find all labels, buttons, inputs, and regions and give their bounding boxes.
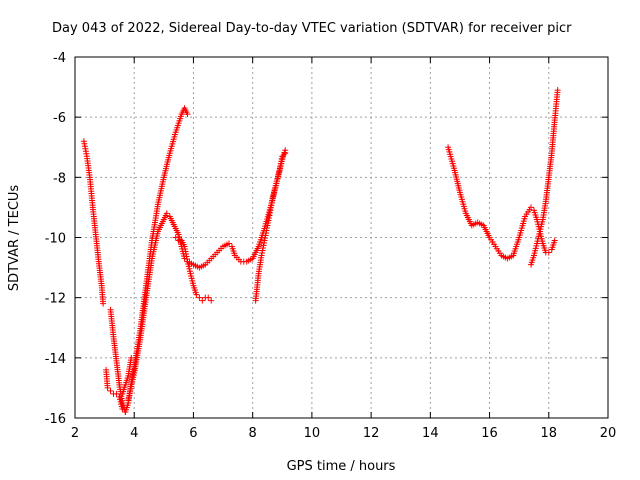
data-point (225, 240, 232, 247)
x-tick-label: 4 (130, 426, 138, 441)
chart-title: Day 043 of 2022, Sidereal Day-to-day VTE… (52, 21, 572, 36)
data-point (196, 294, 203, 301)
data-point (551, 237, 558, 244)
y-tick-label: -10 (45, 232, 66, 247)
data-point (279, 153, 286, 160)
data-point (528, 204, 535, 211)
data-point (208, 297, 215, 304)
x-tick-label: 20 (600, 426, 617, 441)
grid-lines (75, 57, 608, 418)
x-tick-label: 18 (541, 426, 558, 441)
x-tick-label: 10 (304, 426, 321, 441)
x-tick-label: 12 (363, 426, 380, 441)
x-tick-label: 16 (481, 426, 498, 441)
y-tick-label: -16 (45, 412, 66, 427)
x-tick-label: 2 (71, 426, 79, 441)
data-point (172, 234, 179, 241)
data-point (554, 87, 561, 94)
data-point (163, 210, 170, 217)
x-tick-label: 8 (249, 426, 257, 441)
data-point (205, 294, 212, 301)
x-axis-ticks: 2 4 6 8 10 12 14 16 18 20 (71, 57, 616, 441)
data-point (282, 150, 289, 157)
x-axis-title: GPS time / hours (287, 459, 396, 474)
y-tick-label: -14 (45, 352, 66, 367)
data-point (104, 384, 111, 391)
y-axis-title: SDTVAR / TECUs (7, 185, 22, 292)
data-point (107, 387, 114, 394)
y-tick-label: -6 (53, 111, 66, 126)
data-point (199, 297, 206, 304)
y-tick-label: -12 (45, 292, 66, 307)
data-point (184, 111, 191, 118)
y-tick-label: -8 (53, 171, 66, 186)
y-tick-label: -4 (53, 51, 66, 66)
data-point (100, 300, 107, 307)
data-points (80, 87, 561, 415)
x-tick-label: 14 (422, 426, 439, 441)
data-point (119, 405, 126, 412)
plot-frame (74, 56, 609, 419)
data-point (545, 249, 552, 256)
x-tick-label: 6 (189, 426, 197, 441)
y-axis-ticks: -16 -14 -12 -10 -8 -6 -4 (45, 51, 608, 427)
data-point (193, 291, 200, 298)
